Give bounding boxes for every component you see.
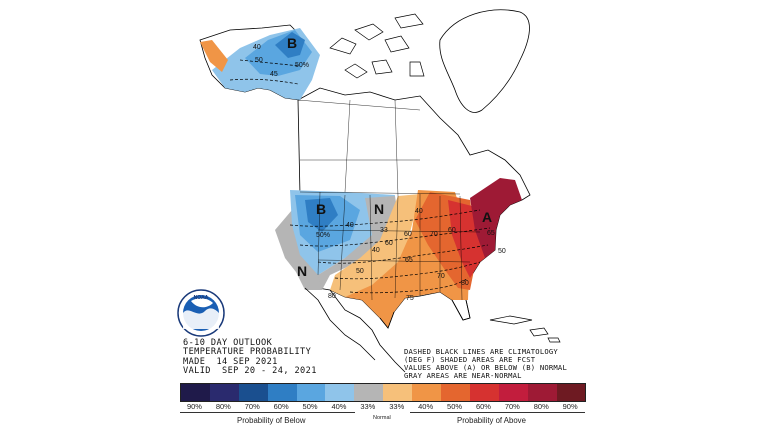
arctic-islands bbox=[329, 13, 425, 79]
map-note-line: GRAY AREAS ARE NEAR-NORMAL bbox=[404, 371, 522, 380]
caribbean-islands bbox=[489, 315, 561, 343]
legend-swatch bbox=[556, 384, 586, 401]
noaa-logo: NOAA bbox=[177, 289, 225, 337]
climatology-lines bbox=[229, 59, 491, 294]
conus-above-80 bbox=[470, 178, 522, 258]
legend-color-bar bbox=[180, 383, 587, 402]
legend-tick-label: 80% bbox=[533, 402, 549, 411]
conus-normal-central bbox=[318, 196, 398, 290]
legend-tick-label: 33% bbox=[360, 402, 376, 411]
contour-label: 50 bbox=[255, 57, 263, 64]
contour-label: 75 bbox=[406, 295, 414, 302]
state-borders bbox=[297, 99, 481, 301]
below-group-label: Probability of Below bbox=[237, 416, 306, 425]
contour-label: 70 bbox=[437, 273, 445, 280]
region-label-east-above: A bbox=[482, 209, 492, 225]
gulf-coast-outline bbox=[379, 299, 471, 329]
legend-tick-label: 50% bbox=[447, 402, 463, 411]
region-label-alaska-below: B bbox=[287, 35, 297, 51]
legend-tick-label: 70% bbox=[504, 402, 520, 411]
contour-label: 40 bbox=[415, 208, 423, 215]
map-note-line: DASHED BLACK LINES ARE CLIMATOLOGY bbox=[404, 347, 558, 356]
legend-tick-label: 70% bbox=[244, 402, 260, 411]
legend-tick-label: 50% bbox=[302, 402, 318, 411]
region-label-west-below: B bbox=[316, 201, 326, 217]
legend-tick-label: 40% bbox=[418, 402, 434, 411]
contour-label: 40 bbox=[372, 247, 380, 254]
legend-tick-label: 90% bbox=[186, 402, 202, 411]
legend-swatch bbox=[296, 384, 326, 401]
legend-swatch bbox=[354, 384, 384, 401]
normal-group-label: Normal bbox=[373, 415, 391, 421]
contour-label: 70 bbox=[430, 231, 438, 238]
legend-tick-labels: 90% 80% 70% 60% 50% 40% 33% 33% 40% 50% 60% 70% 80% 9… bbox=[180, 402, 585, 412]
legend-tick-label: 80% bbox=[215, 402, 231, 411]
outlook-title-line: 6-10 DAY OUTLOOK bbox=[183, 338, 273, 348]
alaska-above-sw bbox=[200, 40, 228, 72]
legend-tick-label: 40% bbox=[331, 402, 347, 411]
outlook-valid-line: VALID SEP 20 - 24, 2021 bbox=[183, 366, 317, 377]
contour-label: 40 bbox=[253, 44, 261, 51]
outlook-made-line: MADE 14 SEP 2021 bbox=[183, 356, 278, 367]
contour-label: 65 bbox=[487, 230, 495, 237]
contour-label: 65 bbox=[405, 257, 413, 264]
contour-label: 50 bbox=[498, 248, 506, 255]
contour-label: 60 bbox=[404, 231, 412, 238]
legend-swatch bbox=[383, 384, 413, 401]
legend-swatch bbox=[238, 384, 268, 401]
legend-swatch bbox=[498, 384, 528, 401]
legend-swatch bbox=[527, 384, 557, 401]
noaa-logo-text: NOAA bbox=[194, 295, 209, 301]
above-group-line bbox=[410, 412, 585, 413]
outlook-title: 6-10 DAY OUTLOOK TEMPERATURE PROBABILITY… bbox=[183, 338, 317, 377]
contour-label: 50% bbox=[316, 232, 330, 239]
greenland-outline bbox=[439, 9, 530, 113]
mexico-outline bbox=[304, 287, 406, 373]
legend-tick-label: 33% bbox=[389, 402, 405, 411]
legend-tick-label: 90% bbox=[562, 402, 578, 411]
legend-swatch bbox=[325, 384, 355, 401]
legend-swatch bbox=[181, 384, 210, 401]
alaska-below-60 bbox=[275, 32, 305, 58]
above-group-label: Probability of Above bbox=[457, 416, 526, 425]
contour-label: 45 bbox=[270, 71, 278, 78]
legend-swatch bbox=[441, 384, 470, 401]
contour-label: 60 bbox=[448, 227, 456, 234]
contour-label: 50% bbox=[295, 62, 309, 69]
below-group-line bbox=[180, 412, 355, 413]
legend-tick-label: 60% bbox=[475, 402, 491, 411]
outlook-title-line: TEMPERATURE PROBABILITY bbox=[183, 347, 312, 358]
contour-label: 40 bbox=[346, 222, 354, 229]
conus-below-60 bbox=[305, 198, 338, 232]
legend-tick-label: 60% bbox=[273, 402, 289, 411]
region-label-southwest-normal: N bbox=[297, 263, 307, 279]
contour-label: 80 bbox=[461, 280, 469, 287]
legend-swatch bbox=[412, 384, 442, 401]
contour-label: 80 bbox=[328, 293, 336, 300]
legend-swatch bbox=[209, 384, 239, 401]
contour-label: 60 bbox=[385, 240, 393, 247]
contour-label: 33 bbox=[380, 227, 388, 234]
region-label-central-normal: N bbox=[374, 201, 384, 217]
legend-swatch bbox=[469, 384, 499, 401]
map-note-line: VALUES ABOVE (A) OR BELOW (B) NORMAL bbox=[404, 363, 567, 372]
legend-swatch bbox=[267, 384, 297, 401]
map-note-line: (DEG F) SHADED AREAS ARE FCST bbox=[404, 355, 536, 364]
conus-normal-west bbox=[275, 210, 322, 290]
contour-label: 50 bbox=[356, 268, 364, 275]
map-note: DASHED BLACK LINES ARE CLIMATOLOGY (DEG … bbox=[404, 348, 567, 380]
